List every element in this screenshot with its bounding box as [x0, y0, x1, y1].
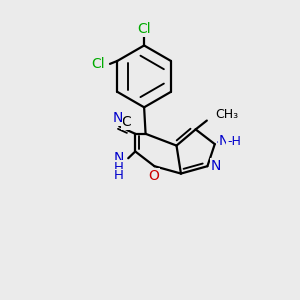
- Text: O: O: [148, 169, 159, 183]
- Text: H: H: [114, 169, 123, 182]
- Text: C: C: [122, 115, 131, 129]
- Text: -H: -H: [227, 135, 241, 148]
- Text: Cl: Cl: [92, 58, 105, 71]
- Text: N: N: [219, 134, 230, 148]
- Text: N: N: [211, 159, 221, 173]
- Text: Cl: Cl: [137, 22, 151, 36]
- Text: N: N: [112, 111, 123, 125]
- Text: CH₃: CH₃: [215, 108, 238, 121]
- Text: H: H: [114, 160, 123, 174]
- Text: N: N: [113, 151, 124, 165]
